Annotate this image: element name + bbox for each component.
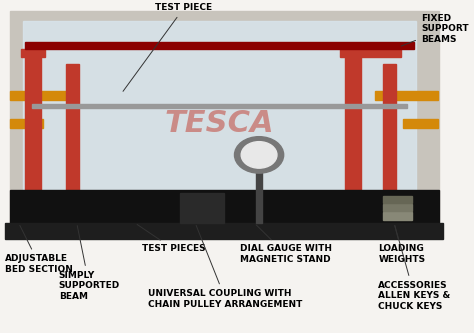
Circle shape xyxy=(235,137,283,173)
Bar xyxy=(9,119,43,129)
Text: SIMPLY
SUPPORTED
BEAM: SIMPLY SUPPORTED BEAM xyxy=(59,225,120,301)
Text: TESCA: TESCA xyxy=(165,109,274,138)
Bar xyxy=(9,91,72,100)
Bar xyxy=(32,104,408,109)
Bar xyxy=(383,196,412,203)
Text: ADJUSTABLE
BED SECTION: ADJUSTABLE BED SECTION xyxy=(5,225,73,274)
Text: TEST PIECE: TEST PIECE xyxy=(123,3,212,91)
Text: LOADING
WEIGHTS: LOADING WEIGHTS xyxy=(378,225,426,264)
Bar xyxy=(375,91,438,100)
Bar xyxy=(25,51,41,190)
Bar xyxy=(345,51,361,190)
Circle shape xyxy=(241,142,277,168)
Text: ACCESSORIES
ALLEN KEYS &
CHUCK KEYS: ACCESSORIES ALLEN KEYS & CHUCK KEYS xyxy=(378,225,451,311)
Bar xyxy=(383,204,412,211)
Bar xyxy=(25,42,414,49)
Bar xyxy=(21,49,46,57)
Text: DIAL GAUGE WITH
MAGNETIC STAND: DIAL GAUGE WITH MAGNETIC STAND xyxy=(240,225,332,264)
Bar xyxy=(383,212,412,219)
Bar xyxy=(9,11,439,226)
Text: FIXED
SUPPORT
BEAMS: FIXED SUPPORT BEAMS xyxy=(401,14,468,46)
Bar xyxy=(256,163,262,223)
Bar xyxy=(383,64,396,190)
Bar xyxy=(5,223,443,239)
Bar xyxy=(65,64,79,190)
Bar xyxy=(340,49,401,57)
Text: TEST PIECES: TEST PIECES xyxy=(137,224,205,253)
Bar xyxy=(403,119,438,129)
Bar xyxy=(180,193,224,223)
Text: UNIVERSAL COUPLING WITH
CHAIN PULLEY ARRANGEMENT: UNIVERSAL COUPLING WITH CHAIN PULLEY ARR… xyxy=(148,225,302,309)
Bar xyxy=(9,190,439,226)
Bar xyxy=(23,21,417,193)
